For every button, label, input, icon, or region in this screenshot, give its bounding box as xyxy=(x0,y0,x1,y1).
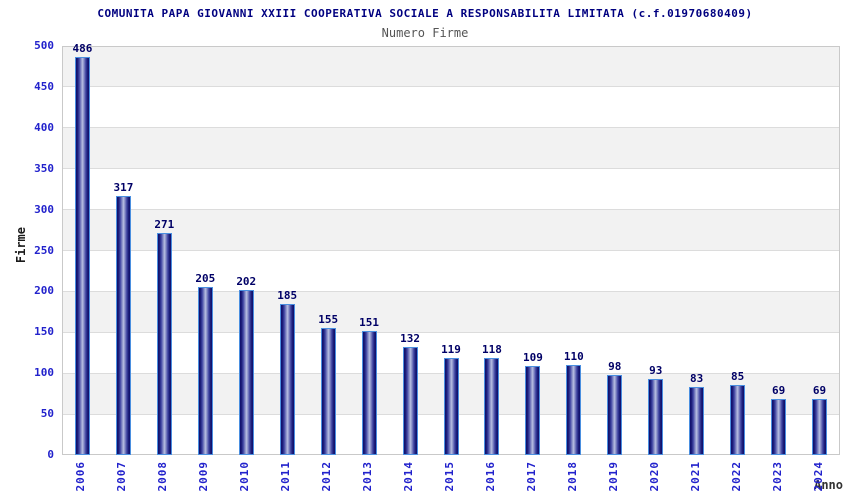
y-tick-label: 100 xyxy=(34,366,54,380)
gridline xyxy=(62,250,840,251)
x-tick-label: 2009 xyxy=(197,461,211,492)
x-tick-label: 2019 xyxy=(606,461,620,492)
bar-value-label: 109 xyxy=(522,350,543,364)
bar-value-label: 151 xyxy=(359,316,380,330)
x-tick-label: 2012 xyxy=(320,461,334,492)
x-tick-label: 2006 xyxy=(74,461,88,492)
x-tick-label: 2011 xyxy=(279,461,293,492)
y-tick-label: 0 xyxy=(47,448,54,461)
bar-2024 xyxy=(812,398,828,455)
bar-value-label: 93 xyxy=(649,363,663,377)
plot-band xyxy=(62,168,840,210)
bar-value-label: 85 xyxy=(731,370,745,384)
bar-2010 xyxy=(238,289,254,455)
gridline xyxy=(62,290,840,292)
x-tick-label: 2024 xyxy=(811,461,825,492)
y-tick-label: 250 xyxy=(34,243,54,257)
bar-value-label: 69 xyxy=(812,383,827,397)
x-tick-label: 2015 xyxy=(443,461,456,492)
bar-value-label: 202 xyxy=(236,274,257,288)
bar-2015 xyxy=(443,357,459,455)
y-tick-label: 500 xyxy=(34,39,54,52)
bar-value-label: 317 xyxy=(113,180,134,194)
x-tick-label: 2020 xyxy=(647,461,661,492)
gridline xyxy=(62,168,840,170)
bar-value-label: 185 xyxy=(277,288,298,302)
bar-value-label: 110 xyxy=(563,350,584,364)
gridline xyxy=(62,209,840,211)
bar-value-label: 118 xyxy=(482,343,502,357)
x-tick-label: 2008 xyxy=(156,461,170,492)
x-tick-label: 2017 xyxy=(524,461,538,492)
x-tick-label: 2018 xyxy=(565,461,579,492)
bar-2016 xyxy=(484,358,500,455)
gridline xyxy=(62,86,840,88)
bar-2023 xyxy=(771,398,787,455)
bar-2006 xyxy=(74,57,90,455)
x-axis-label: Anno xyxy=(814,478,843,492)
bar-2021 xyxy=(689,387,705,455)
x-tick-label: 2023 xyxy=(770,461,784,492)
x-tick-label: 2007 xyxy=(115,461,129,492)
bar-value-label: 271 xyxy=(154,218,175,232)
x-tick-label: 2013 xyxy=(361,461,375,492)
bar-2011 xyxy=(279,303,295,455)
bar-2017 xyxy=(525,365,541,455)
gridline xyxy=(62,331,840,333)
y-tick-label: 400 xyxy=(34,120,54,134)
x-tick-label: 2022 xyxy=(729,461,743,492)
gridline xyxy=(62,127,840,129)
bar-value-label: 98 xyxy=(608,359,622,373)
chart-subtitle: Numero Firme xyxy=(381,26,469,40)
bar-2014 xyxy=(402,347,418,455)
bar-2020 xyxy=(648,378,664,455)
plot-band xyxy=(62,86,840,128)
y-tick-label: 200 xyxy=(34,284,54,298)
bar-value-label: 69 xyxy=(771,383,786,397)
y-tick-label: 300 xyxy=(34,202,54,216)
x-tick-label: 2010 xyxy=(238,461,252,492)
bar-value-label: 119 xyxy=(441,342,461,356)
y-tick-label: 450 xyxy=(34,79,54,93)
bar-2019 xyxy=(607,374,623,455)
bar-value-label: 132 xyxy=(400,332,420,346)
plot-band xyxy=(62,291,840,333)
plot-band xyxy=(62,250,840,292)
x-tick-label: 2016 xyxy=(483,461,497,492)
bar-2013 xyxy=(361,331,377,455)
x-tick-label: 2021 xyxy=(688,461,702,492)
bar-2022 xyxy=(730,385,746,455)
bar-2007 xyxy=(115,195,131,455)
bar-value-label: 155 xyxy=(318,313,339,327)
bar-2008 xyxy=(156,233,172,455)
bar-2009 xyxy=(197,287,213,455)
plot-band xyxy=(62,127,840,169)
bar-value-label: 486 xyxy=(72,42,93,56)
plot-band xyxy=(62,209,840,251)
plot-band xyxy=(62,46,840,87)
y-tick-label: 150 xyxy=(34,325,54,339)
chart-title: COMUNITA PAPA GIOVANNI XXIII COOPERATIVA… xyxy=(97,7,753,20)
y-tick-label: 50 xyxy=(40,407,54,421)
bar-value-label: 205 xyxy=(195,272,216,286)
bar-value-label: 83 xyxy=(690,372,704,386)
x-tick-label: 2014 xyxy=(402,461,416,492)
bar-2018 xyxy=(566,365,582,455)
y-tick-label: 350 xyxy=(34,161,54,175)
bar-2012 xyxy=(320,328,336,455)
